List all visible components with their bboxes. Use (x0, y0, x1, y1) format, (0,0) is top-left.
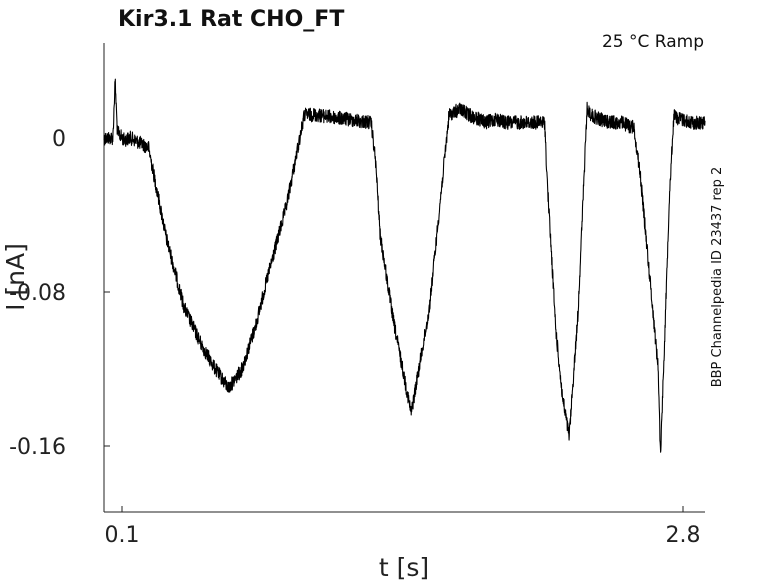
x-tick-label: 0.1 (105, 523, 140, 548)
y-tick-label: 0 (52, 127, 66, 152)
y-axis-label: I [nA] (1, 243, 30, 311)
chart-title: Kir3.1 Rat CHO_FT (118, 7, 344, 32)
y-ticks: 0 -0.08 -0.16 (9, 127, 110, 460)
y-tick-label: -0.16 (9, 435, 66, 460)
current-trace (103, 78, 706, 453)
condition-annotation: 25 °C Ramp (602, 32, 704, 52)
channelpedia-id-label: BBP Channelpedia ID 23437 rep 2 (710, 167, 725, 388)
plot-area (103, 78, 706, 453)
x-ticks: 0.1 2.8 (105, 506, 701, 548)
x-axis-label: t [s] (379, 553, 429, 582)
x-tick-label: 2.8 (666, 523, 701, 548)
y-tick-label: -0.08 (9, 281, 66, 306)
